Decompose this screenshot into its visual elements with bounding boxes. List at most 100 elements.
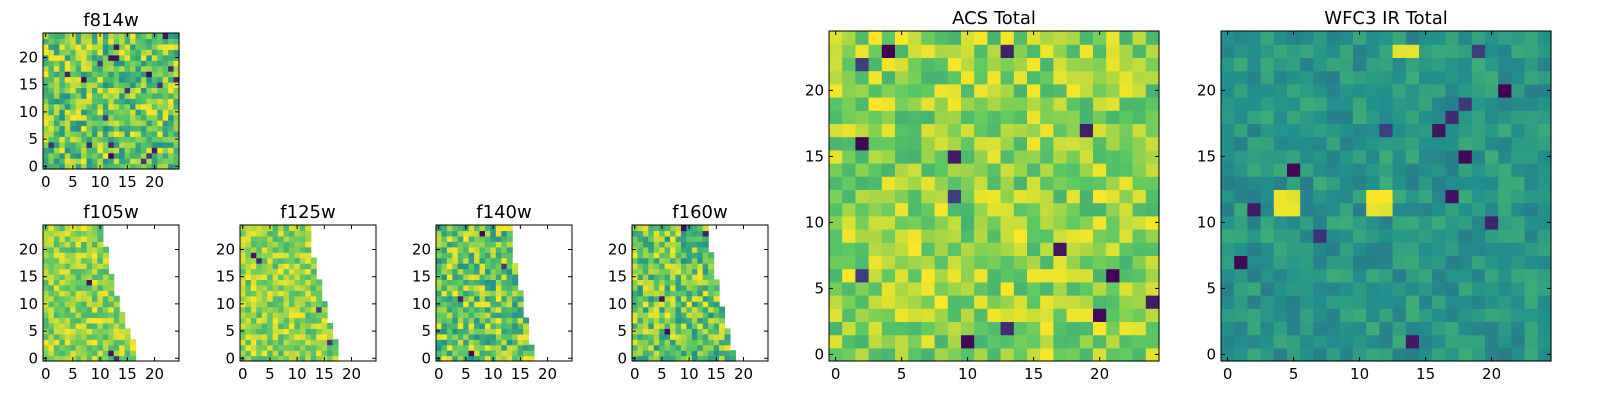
heatmap-cell	[632, 230, 639, 237]
heatmap-cell	[697, 279, 704, 286]
heatmap-cell	[1273, 295, 1288, 309]
heatmap-cell	[1145, 97, 1160, 111]
heatmap-cell	[724, 350, 731, 357]
heatmap-cell	[124, 87, 131, 94]
heatmap-cell	[1485, 83, 1499, 98]
heatmap-cell	[921, 347, 936, 362]
heatmap-cell	[659, 230, 666, 237]
heatmap-cell	[86, 98, 93, 105]
heatmap-cell	[947, 321, 962, 336]
heatmap-cell	[130, 71, 137, 78]
heatmap-cell	[70, 49, 77, 56]
heatmap-cell	[1458, 189, 1473, 204]
heatmap-cell	[97, 230, 104, 237]
heatmap-cell	[53, 279, 60, 286]
heatmap-cell	[102, 109, 109, 116]
heatmap-cell	[702, 252, 709, 259]
heatmap-cell	[310, 306, 317, 313]
heatmap-cell	[1313, 255, 1328, 270]
heatmap-cell	[316, 350, 323, 357]
heatmap-cell	[1419, 347, 1433, 362]
heatmap-cell	[446, 279, 453, 286]
y-tick-label-15: 15	[19, 76, 38, 94]
heatmap-cell	[934, 123, 949, 138]
heatmap-cell	[934, 334, 949, 349]
heatmap-cell	[506, 350, 513, 357]
heatmap-cell	[151, 147, 158, 154]
heatmap-cell	[240, 322, 247, 329]
heatmap-cell	[70, 130, 77, 137]
heatmap-cell	[86, 355, 93, 362]
heatmap-cell	[278, 350, 285, 357]
heatmap-cell	[670, 306, 677, 313]
heatmap-cell	[119, 65, 126, 72]
heatmap-cell	[310, 333, 317, 340]
heatmap-cell	[1066, 281, 1081, 296]
heatmap-cell	[1300, 189, 1314, 204]
heatmap-cell	[895, 123, 909, 138]
heatmap-cell	[719, 317, 726, 324]
heatmap-cell	[168, 130, 175, 137]
axes-frame-f814w	[42, 32, 180, 170]
heatmap-cell	[457, 328, 464, 335]
heatmap-cell	[1353, 202, 1367, 217]
heatmap-cell	[59, 81, 66, 88]
heatmap-cell	[1353, 308, 1367, 322]
heatmap-cell	[1366, 136, 1380, 151]
heatmap-cell	[305, 350, 312, 357]
heatmap-cell	[921, 215, 936, 230]
heatmap-cell	[490, 246, 497, 253]
heatmap-cell	[653, 284, 660, 291]
heatmap-cell	[436, 350, 443, 357]
heatmap-cell	[75, 279, 82, 286]
heatmap-cell	[1498, 83, 1512, 98]
heatmap-cell	[1079, 189, 1094, 204]
heatmap-cell	[506, 312, 513, 319]
heatmap-cell	[272, 252, 279, 259]
heatmap-cell	[173, 141, 180, 148]
heatmap-cell	[961, 229, 975, 243]
heatmap-cell	[1353, 295, 1367, 309]
heatmap-cell	[288, 333, 295, 340]
heatmap-cell	[146, 114, 153, 121]
heatmap-cell	[1419, 295, 1433, 309]
heatmap-cell	[987, 242, 1002, 256]
heatmap-cell	[59, 114, 66, 121]
heatmap-cell	[1485, 308, 1499, 322]
heatmap-cell	[484, 344, 491, 351]
heatmap-cell	[1405, 255, 1420, 270]
heatmap-cell	[130, 355, 137, 362]
heatmap-cell	[855, 176, 870, 190]
heatmap-cell	[1300, 281, 1314, 296]
heatmap-cell	[947, 242, 962, 256]
heatmap-cell	[670, 257, 677, 264]
heatmap-cell	[299, 355, 306, 362]
heatmap-cell	[908, 70, 922, 85]
heatmap-cell	[294, 328, 301, 335]
heatmap-cell	[1419, 321, 1433, 336]
heatmap-cell	[81, 92, 88, 99]
heatmap-cell	[474, 301, 481, 308]
heatmap-cell	[267, 322, 274, 329]
heatmap-cell	[713, 322, 720, 329]
heatmap-cell	[135, 33, 142, 40]
heatmap-cell	[1326, 255, 1341, 270]
heatmap-cell	[675, 350, 682, 357]
heatmap-cell	[1013, 215, 1028, 230]
heatmap-cell	[59, 235, 66, 242]
heatmap-cell	[1445, 176, 1460, 190]
heatmap-cell	[53, 33, 60, 40]
heatmap-cell	[961, 281, 975, 296]
heatmap-cell	[829, 202, 843, 217]
heatmap-cell	[119, 141, 126, 148]
heatmap-cell	[1066, 242, 1081, 256]
heatmap-cell	[974, 110, 988, 124]
heatmap-cell	[70, 295, 77, 302]
heatmap-cell	[250, 301, 257, 308]
heatmap-cell	[240, 279, 247, 286]
heatmap-cell	[91, 130, 98, 137]
heatmap-cell	[708, 284, 715, 291]
heatmap-cell	[1366, 189, 1380, 204]
heatmap-cell	[632, 322, 639, 329]
heatmap-cell	[48, 301, 55, 308]
